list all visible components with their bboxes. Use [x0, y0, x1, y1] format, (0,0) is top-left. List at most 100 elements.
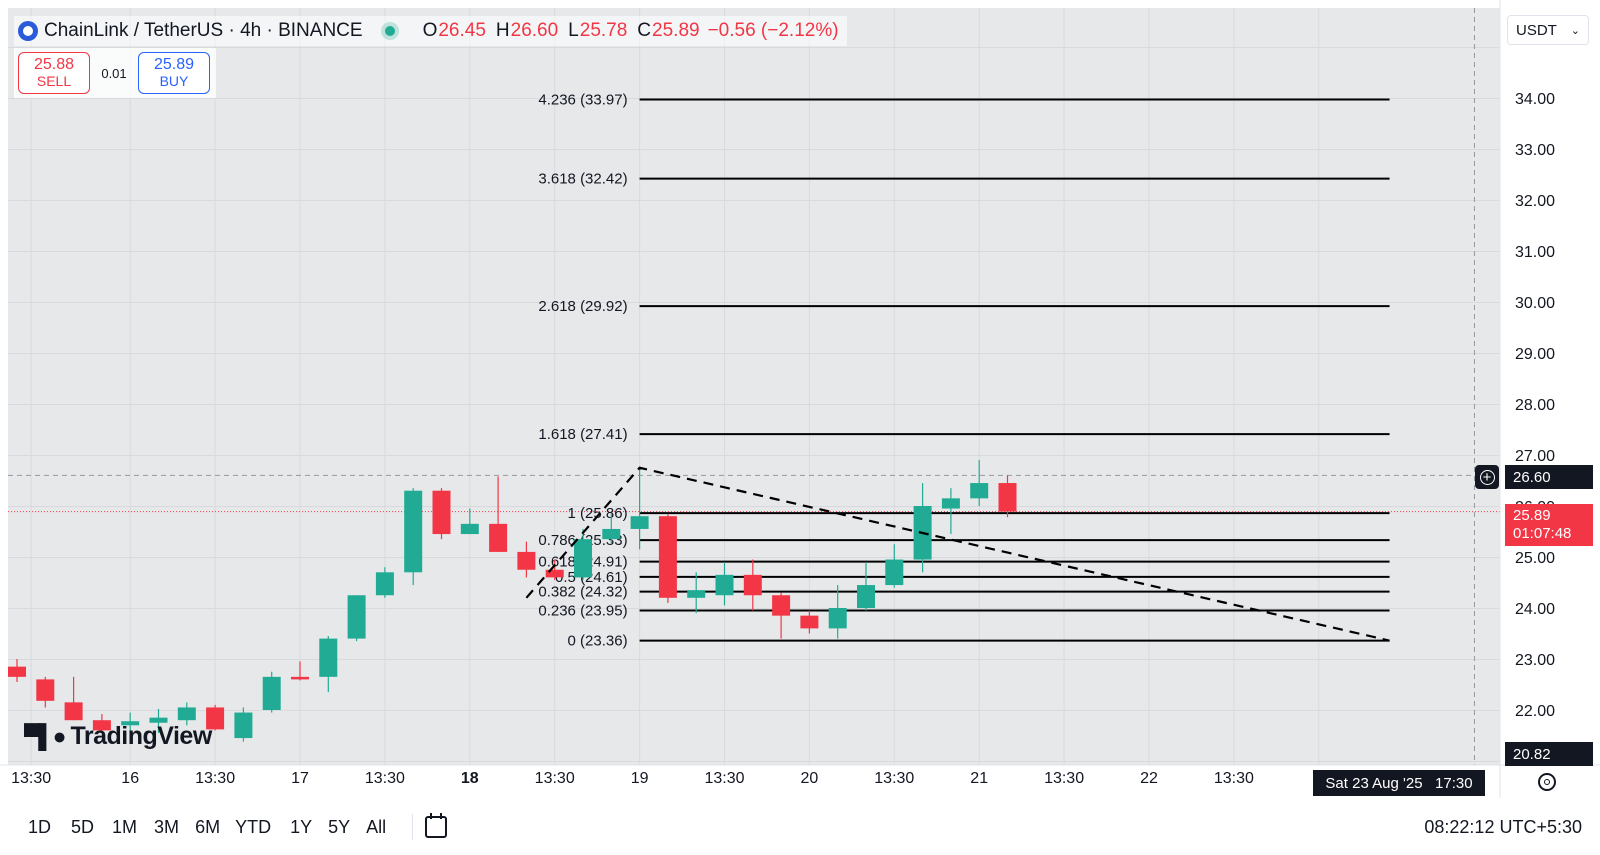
sell-button[interactable]: 25.88 SELL — [18, 52, 90, 94]
range-6m[interactable]: 6M — [195, 816, 221, 837]
sell-label: SELL — [36, 73, 72, 89]
candle-body — [177, 707, 196, 721]
crosshair-date: Sat 23 Aug '25 17:30 — [1325, 774, 1473, 792]
open-label: O — [422, 20, 438, 41]
fib-label: 0.236 (23.95) — [538, 603, 627, 620]
y-tick-label: 25.00 — [1515, 550, 1555, 567]
x-axis: 13:30 16 13:30 17 13:30 18 13:30 19 13:30 20 13:30… — [11, 770, 1323, 787]
low-label: L — [568, 20, 579, 41]
candle-body — [92, 720, 111, 731]
close-value: 25.89 — [652, 20, 700, 41]
candle-body — [64, 702, 83, 721]
x-tick-label: 13:30 — [1214, 770, 1254, 787]
x-tick-label: 18 — [461, 770, 479, 787]
symbol-title[interactable]: ChainLink / TetherUS · 4h · BINANCE — [44, 20, 363, 41]
fib-label: 3.618 (32.42) — [538, 171, 627, 188]
range-all[interactable]: All — [366, 816, 387, 837]
candle-body — [772, 595, 791, 616]
candle-body — [291, 676, 309, 680]
sell-price: 25.88 — [33, 56, 75, 73]
candle-body — [121, 721, 140, 726]
grid-lines — [8, 8, 1500, 765]
range-3m[interactable]: 3M — [154, 816, 180, 837]
buy-price: 25.89 — [153, 56, 195, 73]
currency-select[interactable]: USDT ⌄ — [1507, 15, 1589, 45]
range-5y[interactable]: 5Y — [328, 816, 351, 837]
x-tick-label: 22 — [1140, 770, 1158, 787]
y-tick-label: 33.00 — [1515, 142, 1555, 159]
chevron-down-icon: ⌄ — [1570, 24, 1580, 37]
fib-label: 4.236 (33.97) — [538, 92, 627, 109]
x-tick-label: 13:30 — [11, 770, 51, 787]
x-tick-label: 13:30 — [704, 770, 744, 787]
y-tick-label: 30.00 — [1515, 295, 1555, 312]
candle-body — [828, 608, 847, 629]
tradingview-wordmark: TradingView — [70, 722, 212, 750]
trend-line — [525, 466, 1390, 642]
candle-body — [489, 523, 508, 552]
low-value: 25.78 — [579, 20, 628, 41]
y-tick-label: 23.00 — [1515, 652, 1555, 669]
candle-body — [630, 516, 649, 529]
crosshair-date-tag: Sat 23 Aug '25 17:30 — [1313, 770, 1485, 796]
x-tick-label: 13:30 — [535, 770, 575, 787]
fib-label: 1.618 (27.41) — [538, 426, 627, 443]
tradingview-watermark: ▀▌● TradingView — [24, 722, 212, 751]
candle-body — [885, 559, 904, 586]
fib-label: 2.618 (29.92) — [538, 298, 627, 315]
bar-countdown: 01:07:48 — [1513, 525, 1572, 542]
low-price-tag: 20.82 — [1505, 742, 1593, 766]
candle-body — [375, 572, 394, 596]
bottom-toolbar: 1D 5D 1M 3M 6M YTD 1Y 5Y All 08:22:12 UT… — [0, 802, 1600, 852]
high-label: H — [495, 20, 510, 41]
x-tick-label: 17 — [291, 770, 309, 787]
candle-body — [347, 595, 366, 639]
last-price-tag: 25.89 01:07:48 — [1505, 504, 1593, 546]
spread-value: 0.01 — [101, 65, 127, 81]
ohlc-legend: ChainLink / TetherUS · 4h · BINANCE O 26.… — [14, 16, 847, 46]
trade-panel: 25.88 SELL 0.01 25.89 BUY — [14, 48, 216, 98]
candle-body — [206, 707, 225, 730]
close-label: C — [637, 20, 652, 41]
candle-body — [715, 574, 734, 596]
x-tick-label: 19 — [631, 770, 649, 787]
range-1y[interactable]: 1Y — [290, 816, 313, 837]
candle-body — [545, 569, 564, 578]
price-chart[interactable]: 22.0023.0024.0025.0026.0027.0028.0029.00… — [0, 0, 1600, 800]
range-1m[interactable]: 1M — [112, 816, 138, 837]
x-tick-label: 13:30 — [365, 770, 405, 787]
y-tick-label: 28.00 — [1515, 397, 1555, 414]
candle-body — [970, 483, 989, 499]
candle-body — [460, 523, 479, 535]
candles — [8, 460, 1017, 742]
candle-body — [8, 666, 26, 677]
range-5d[interactable]: 5D — [71, 816, 95, 837]
x-tick-label: 16 — [121, 770, 139, 787]
date-range-calendar-icon[interactable] — [425, 813, 448, 838]
fib-extension: 0 (23.36)0.236 (23.95)0.382 (24.32)0.5 (… — [538, 92, 1390, 650]
candle-body — [432, 490, 451, 535]
range-1d[interactable]: 1D — [28, 816, 52, 837]
currency-label: USDT — [1516, 21, 1557, 39]
fib-label: 0.382 (24.32) — [538, 584, 627, 601]
low-price-tag-value: 20.82 — [1513, 745, 1551, 763]
candle-body — [36, 679, 55, 701]
candle-body — [234, 712, 253, 739]
candle-body — [602, 528, 621, 540]
open-value: 26.45 — [438, 20, 486, 41]
y-tick-label: 29.00 — [1515, 346, 1555, 363]
buy-button[interactable]: 25.89 BUY — [138, 52, 210, 94]
add-alert-plus-icon[interactable]: + — [1475, 465, 1499, 489]
high-price-tag-value: 26.60 — [1513, 468, 1551, 486]
settings-gear-icon[interactable] — [1538, 773, 1556, 791]
utc-clock[interactable]: 08:22:12 UTC+5:30 — [1424, 816, 1582, 837]
fib-label: 1 (25.86) — [568, 505, 628, 522]
candle-body — [262, 676, 281, 710]
candle-body — [941, 498, 960, 509]
candle-body — [800, 615, 819, 629]
candle-body — [658, 516, 677, 598]
candle-body — [517, 551, 536, 570]
range-ytd[interactable]: YTD — [235, 816, 272, 837]
y-tick-label: 31.00 — [1515, 244, 1555, 261]
fib-label: 0 (23.36) — [568, 633, 628, 650]
